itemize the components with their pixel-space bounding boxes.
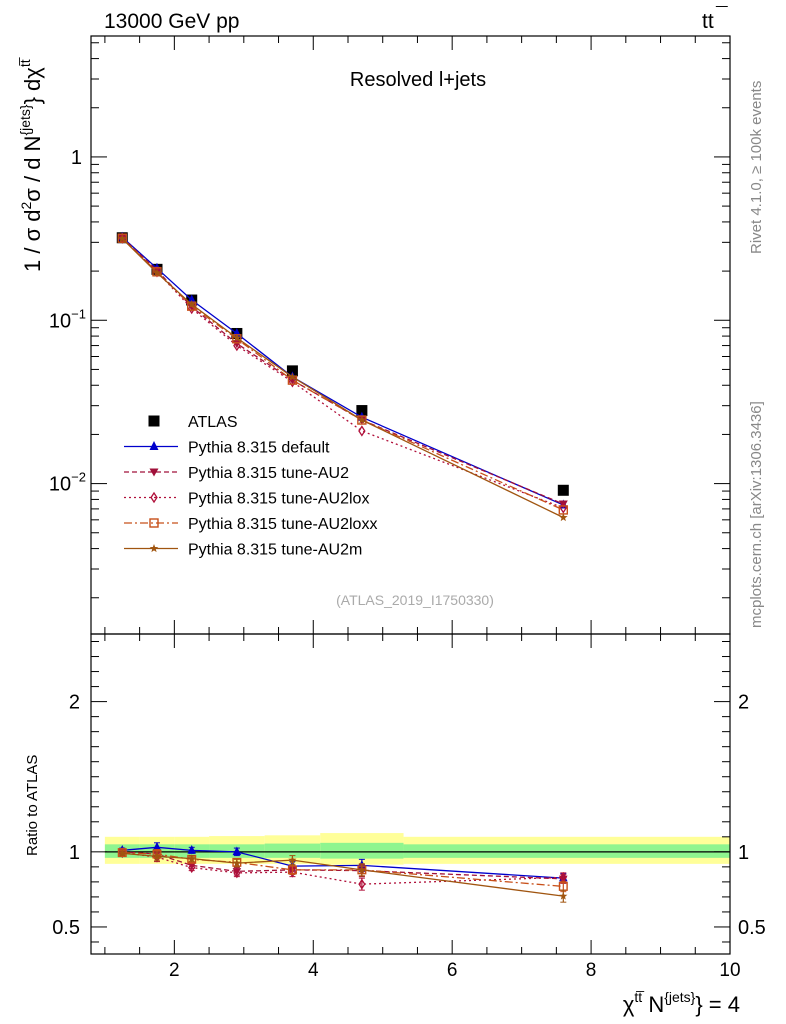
- ratio-y-tick-label-right: 2: [738, 692, 749, 714]
- legend-entry: Pythia 8.315 tune-AU2loxx: [124, 516, 377, 533]
- main-data-point: [152, 267, 162, 277]
- legend-label: Pythia 8.315 tune-AU2lox: [188, 491, 369, 508]
- ratio-data-point: [118, 849, 127, 857]
- main-y-tick-label-base: 10: [49, 310, 71, 332]
- ratio-y-tick-label: 0.5: [52, 917, 80, 939]
- main-data-point: [357, 415, 367, 424]
- ratio-data-point: [152, 842, 162, 851]
- main-data-point: [152, 268, 162, 277]
- legend-marker: [149, 518, 159, 528]
- main-y-tick-label-exponent: −1: [71, 306, 86, 321]
- main-data-point: [118, 234, 127, 243]
- main-plot-title: Resolved l+jets: [350, 69, 486, 91]
- ratio-data-point: [233, 867, 241, 879]
- ratio-data-point: [559, 891, 568, 900]
- mcplots-label: mcplots.cern.ch [arXiv:1306.3436]: [748, 401, 765, 628]
- legend-marker: [149, 441, 159, 450]
- analysis-watermark: (ATLAS_2019_I1750330): [336, 592, 494, 608]
- main-series-0: [116, 232, 569, 496]
- legend-entry: Pythia 8.315 tune-AU2: [124, 465, 349, 482]
- ratio-data-point: [288, 855, 297, 864]
- ratio-uncertainty-band-inner: [403, 844, 730, 858]
- x-tick-label: 6: [447, 960, 458, 981]
- ratio-plot-frame: [90, 633, 731, 955]
- process-label: tt: [702, 10, 714, 33]
- main-plot-frame: [90, 35, 731, 635]
- main-y-tick-label-base: 1: [71, 147, 82, 169]
- main-data-point: [288, 372, 297, 381]
- main-data-point: [232, 340, 242, 349]
- process-bar: ¯: [715, 4, 728, 27]
- legend-label: Pythia 8.315 default: [188, 440, 330, 457]
- ratio-plot-panel: 0.5 0.5 1 1 2 2 2 4 6 8 10: [52, 633, 766, 981]
- ratio-data-point: [117, 848, 127, 858]
- legend: ATLAS Pythia 8.315 default Pythia 8.315 tu…: [124, 414, 377, 559]
- main-plot-panel: 110−110−2: [49, 35, 731, 635]
- ratio-y-tick-label-right: 0.5: [738, 917, 766, 939]
- main-data-point: [187, 299, 196, 309]
- ratio-data-point: [287, 865, 297, 875]
- ratio-y-tick-label-right: 1: [738, 842, 749, 864]
- legend-label: Pythia 8.315 tune-AU2: [188, 465, 349, 482]
- legend-marker: [148, 415, 160, 427]
- main-data-point: [187, 303, 197, 312]
- rivet-label: Rivet 4.1.0, ≥ 100k events: [748, 81, 765, 254]
- ratio-data-point: [187, 854, 196, 863]
- ratio-y-axis-label: Ratio to ATLAS: [24, 755, 41, 856]
- legend-marker: [149, 544, 159, 553]
- ratio-data-point: [358, 878, 366, 890]
- main-y-tick-label-base: 10: [49, 474, 71, 496]
- legend-entry: Pythia 8.315 default: [124, 440, 330, 457]
- main-data-point: [187, 294, 197, 304]
- main-data-point: [117, 233, 127, 243]
- ratio-data-point: [152, 852, 162, 860]
- ratio-data-point: [288, 866, 296, 878]
- ratio-y-tick-label: 1: [69, 842, 80, 864]
- ratio-data-point: [232, 846, 242, 856]
- main-data-point: [288, 376, 297, 388]
- ratio-data-point: [187, 845, 197, 854]
- legend-entry: Pythia 8.315 tune-AU2lox: [124, 491, 369, 508]
- ratio-data-point: [357, 865, 366, 874]
- main-y-tick-label: 10−2: [49, 470, 86, 496]
- main-data-point: [356, 405, 368, 417]
- main-data-point: [559, 513, 568, 522]
- ratio-uncertainty-band-inner: [264, 843, 321, 858]
- main-y-tick-label: 10−1: [49, 306, 86, 332]
- ratio-data-point: [232, 858, 241, 867]
- x-tick-label: 8: [586, 960, 597, 981]
- collision-energy-label: 13000 GeV pp: [104, 10, 239, 33]
- main-data-point: [358, 425, 366, 437]
- main-y-axis-label: 1 / σ d2σ / d N{jets}} dχtt̅: [17, 56, 45, 272]
- x-tick-label: 2: [169, 960, 180, 981]
- main-y-tick-label-exponent: −2: [71, 470, 86, 485]
- main-data-point: [557, 484, 569, 496]
- legend-label: Pythia 8.315 tune-AU2loxx: [188, 516, 377, 533]
- ratio-data-point: [188, 862, 196, 874]
- legend-label: ATLAS: [188, 414, 238, 431]
- legend-entry: ATLAS: [148, 414, 238, 431]
- ratio-uncertainty-band-inner: [320, 842, 404, 859]
- x-tick-label: 10: [719, 960, 740, 981]
- legend-label: Pythia 8.315 tune-AU2m: [188, 542, 362, 559]
- x-tick-label: 4: [308, 960, 319, 981]
- legend-entry: Pythia 8.315 tune-AU2m: [124, 542, 362, 559]
- main-y-tick-label: 1: [71, 147, 82, 169]
- main-data-point: [286, 365, 298, 377]
- ratio-series-4: [118, 849, 568, 903]
- legend-marker: [150, 491, 158, 504]
- main-data-point: [232, 333, 242, 342]
- main-series-5: [118, 234, 568, 522]
- legend-marker: [149, 468, 159, 477]
- x-axis-label: χtt̅ N{jets}} = 4: [623, 989, 740, 1017]
- main-data-point: [233, 339, 241, 352]
- ratio-y-tick-label: 2: [69, 692, 80, 714]
